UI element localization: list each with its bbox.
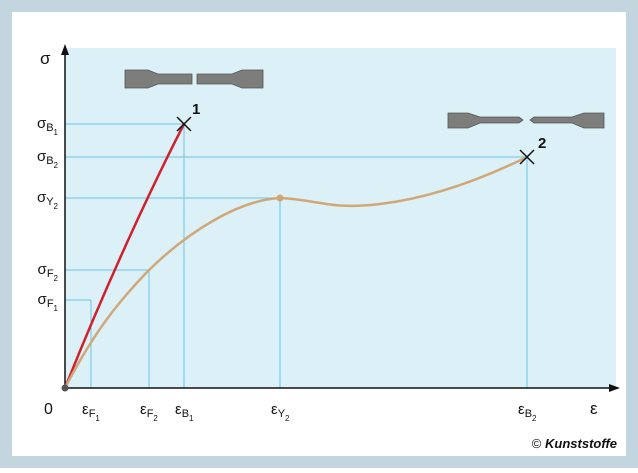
origin-point [62, 385, 69, 392]
credit: © Kunststoffe [532, 436, 617, 451]
subindex: 1 [54, 128, 59, 137]
subindex: 2 [54, 274, 59, 283]
y-axis-label: σ [40, 49, 51, 68]
curve-label: 2 [538, 135, 546, 152]
origin-label: 0 [44, 401, 53, 418]
curve-label: 1 [192, 101, 200, 118]
x-axis-label: ε [590, 399, 598, 418]
subindex: 2 [285, 414, 290, 423]
subindex: 2 [532, 414, 537, 423]
plot-area [65, 48, 616, 388]
subindex: 2 [54, 202, 59, 211]
subindex: 1 [95, 414, 100, 423]
diagram: 1 2 σ ε 0 © Kunststoffe σB1σB2σY2σF2σF1ε… [0, 0, 638, 468]
credit-symbol: © [532, 436, 542, 451]
subindex: 1 [189, 414, 194, 423]
subindex: 2 [54, 161, 59, 170]
index: B [182, 408, 189, 420]
index: B [525, 408, 532, 420]
index: B [46, 122, 53, 134]
index: B [46, 155, 53, 167]
credit-text: Kunststoffe [545, 436, 617, 451]
yield-point [277, 195, 284, 202]
subindex: 1 [54, 304, 59, 313]
subindex: 2 [153, 414, 158, 423]
